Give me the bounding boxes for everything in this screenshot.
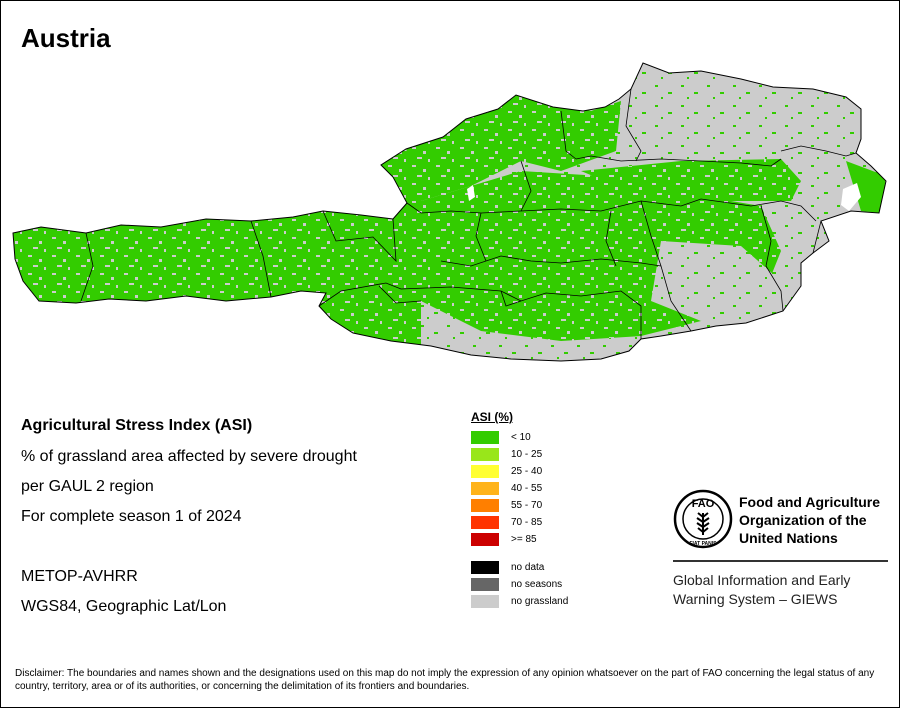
grassland-west: [13, 151, 421, 361]
legend-label: 10 - 25: [511, 448, 543, 460]
legend-label: no data: [511, 561, 545, 573]
fao-name-line: United Nations: [739, 530, 838, 546]
legend-label: 25 - 40: [511, 465, 543, 477]
legend-swatch: [471, 577, 499, 591]
legend-label: 40 - 55: [511, 482, 543, 494]
fao-name-line: Food and Agriculture: [739, 494, 881, 510]
legend-title: ASI (%): [471, 410, 513, 424]
divider: [673, 560, 888, 562]
legend-swatch: [471, 594, 499, 608]
legend-item: >= 85: [471, 532, 537, 546]
index-name: Agricultural Stress Index (ASI): [21, 417, 253, 434]
fao-organization-name: Food and Agriculture Organization of the…: [739, 493, 889, 547]
legend-item: no seasons: [471, 577, 562, 591]
map-legend: ASI (%) < 10 10 - 25 25 - 40 40 - 55 55 …: [471, 410, 568, 608]
disclaimer-text: Disclaimer: The boundaries and names sho…: [15, 668, 875, 692]
legend-label: 70 - 85: [511, 516, 543, 528]
index-description: % of grassland area affected by severe d…: [21, 448, 357, 465]
legend-item: 25 - 40: [471, 464, 542, 478]
legend-item: 40 - 55: [471, 481, 542, 495]
season-period: For complete season 1 of 2024: [21, 508, 242, 525]
fao-logo-icon: FAO FIAT PANIS: [673, 489, 733, 549]
legend-item: no data: [471, 560, 544, 574]
legend-swatch: [471, 515, 499, 529]
grassland-east: [581, 159, 801, 201]
legend-item: no grassland: [471, 594, 568, 608]
legend-item: 70 - 85: [471, 515, 542, 529]
legend-label: no grassland: [511, 595, 569, 607]
legend-swatch: [471, 560, 499, 574]
sensor-name: METOP-AVHRR: [21, 568, 138, 585]
legend-swatch: [471, 481, 499, 495]
grassland-burgenland: [846, 161, 886, 213]
no-grassland-southeast: [651, 241, 781, 321]
giews-line: Warning System – GIEWS: [673, 591, 838, 607]
legend-label: no seasons: [511, 578, 563, 590]
legend-item: < 10: [471, 430, 531, 444]
giews-system-name: Global Information and Early Warning Sys…: [673, 571, 850, 609]
giews-line: Global Information and Early: [673, 572, 851, 588]
legend-swatch: [471, 447, 499, 461]
region-boundaries: [80, 88, 857, 339]
legend-label: 55 - 70: [511, 499, 543, 511]
projection-info: WGS84, Geographic Lat/Lon: [21, 598, 227, 615]
legend-swatch: [471, 532, 499, 546]
legend-label: < 10: [511, 431, 531, 443]
map-title: Austria: [21, 23, 111, 53]
lake: [841, 183, 861, 211]
legend-label: >= 85: [511, 533, 537, 545]
legend-item: 10 - 25: [471, 447, 542, 461]
fao-letters: FAO: [692, 498, 715, 510]
fao-motto: FIAT PANIS: [689, 541, 717, 547]
aggregation-unit: per GAUL 2 region: [21, 478, 154, 495]
legend-item: 55 - 70: [471, 498, 542, 512]
legend-swatch: [471, 498, 499, 512]
lake-west: [467, 185, 475, 201]
legend-swatch: [471, 430, 499, 444]
fao-name-line: Organization of the: [739, 512, 867, 528]
austria-map: [12, 62, 887, 362]
legend-swatch: [471, 464, 499, 478]
